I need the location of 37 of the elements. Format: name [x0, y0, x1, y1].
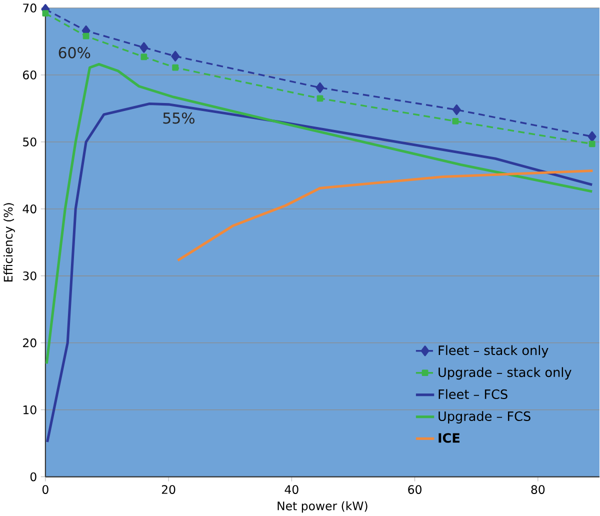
annotation: 60%	[58, 46, 90, 58]
y-tick-label: 0	[30, 472, 36, 482]
point	[316, 95, 324, 102]
x-axis-title: Net power (kW)	[278, 501, 368, 513]
legend-label: Fleet – stack only	[438, 345, 548, 358]
y-tick-label: 70	[23, 3, 36, 12]
x-tick-label: 40	[284, 485, 298, 494]
y-tick-label: 40	[22, 204, 36, 214]
y-axis-title: Efficiency (%)	[4, 203, 15, 282]
legend-label: Fleet – FCS	[438, 389, 508, 399]
line-series	[45, 62, 594, 365]
point	[172, 64, 179, 71]
y-tick-label: 30	[23, 271, 36, 280]
x-tick-label: 0	[42, 485, 48, 494]
point	[140, 54, 148, 60]
x-tick-label: 60	[408, 485, 422, 494]
point	[42, 10, 49, 16]
y-tick-label: 10	[23, 405, 36, 414]
point	[316, 82, 324, 93]
annotation: 55%	[163, 112, 194, 124]
line-series	[176, 169, 594, 262]
point	[452, 104, 461, 116]
legend-label: Upgrade – stack only	[438, 367, 572, 380]
x-tick-label: 80	[531, 485, 545, 494]
point	[171, 50, 180, 62]
point	[140, 42, 148, 53]
point	[82, 32, 90, 40]
line-series	[46, 102, 594, 444]
point	[588, 140, 596, 148]
y-tick-label: 60	[23, 70, 36, 80]
point	[588, 131, 596, 142]
legend-label: ICE	[438, 433, 460, 443]
legend-label: Upgrade – FCS	[438, 411, 530, 424]
x-tick-label: 20	[162, 485, 176, 494]
y-tick-label: 50	[23, 137, 36, 146]
point	[452, 118, 459, 124]
y-tick-label: 20	[23, 338, 36, 348]
